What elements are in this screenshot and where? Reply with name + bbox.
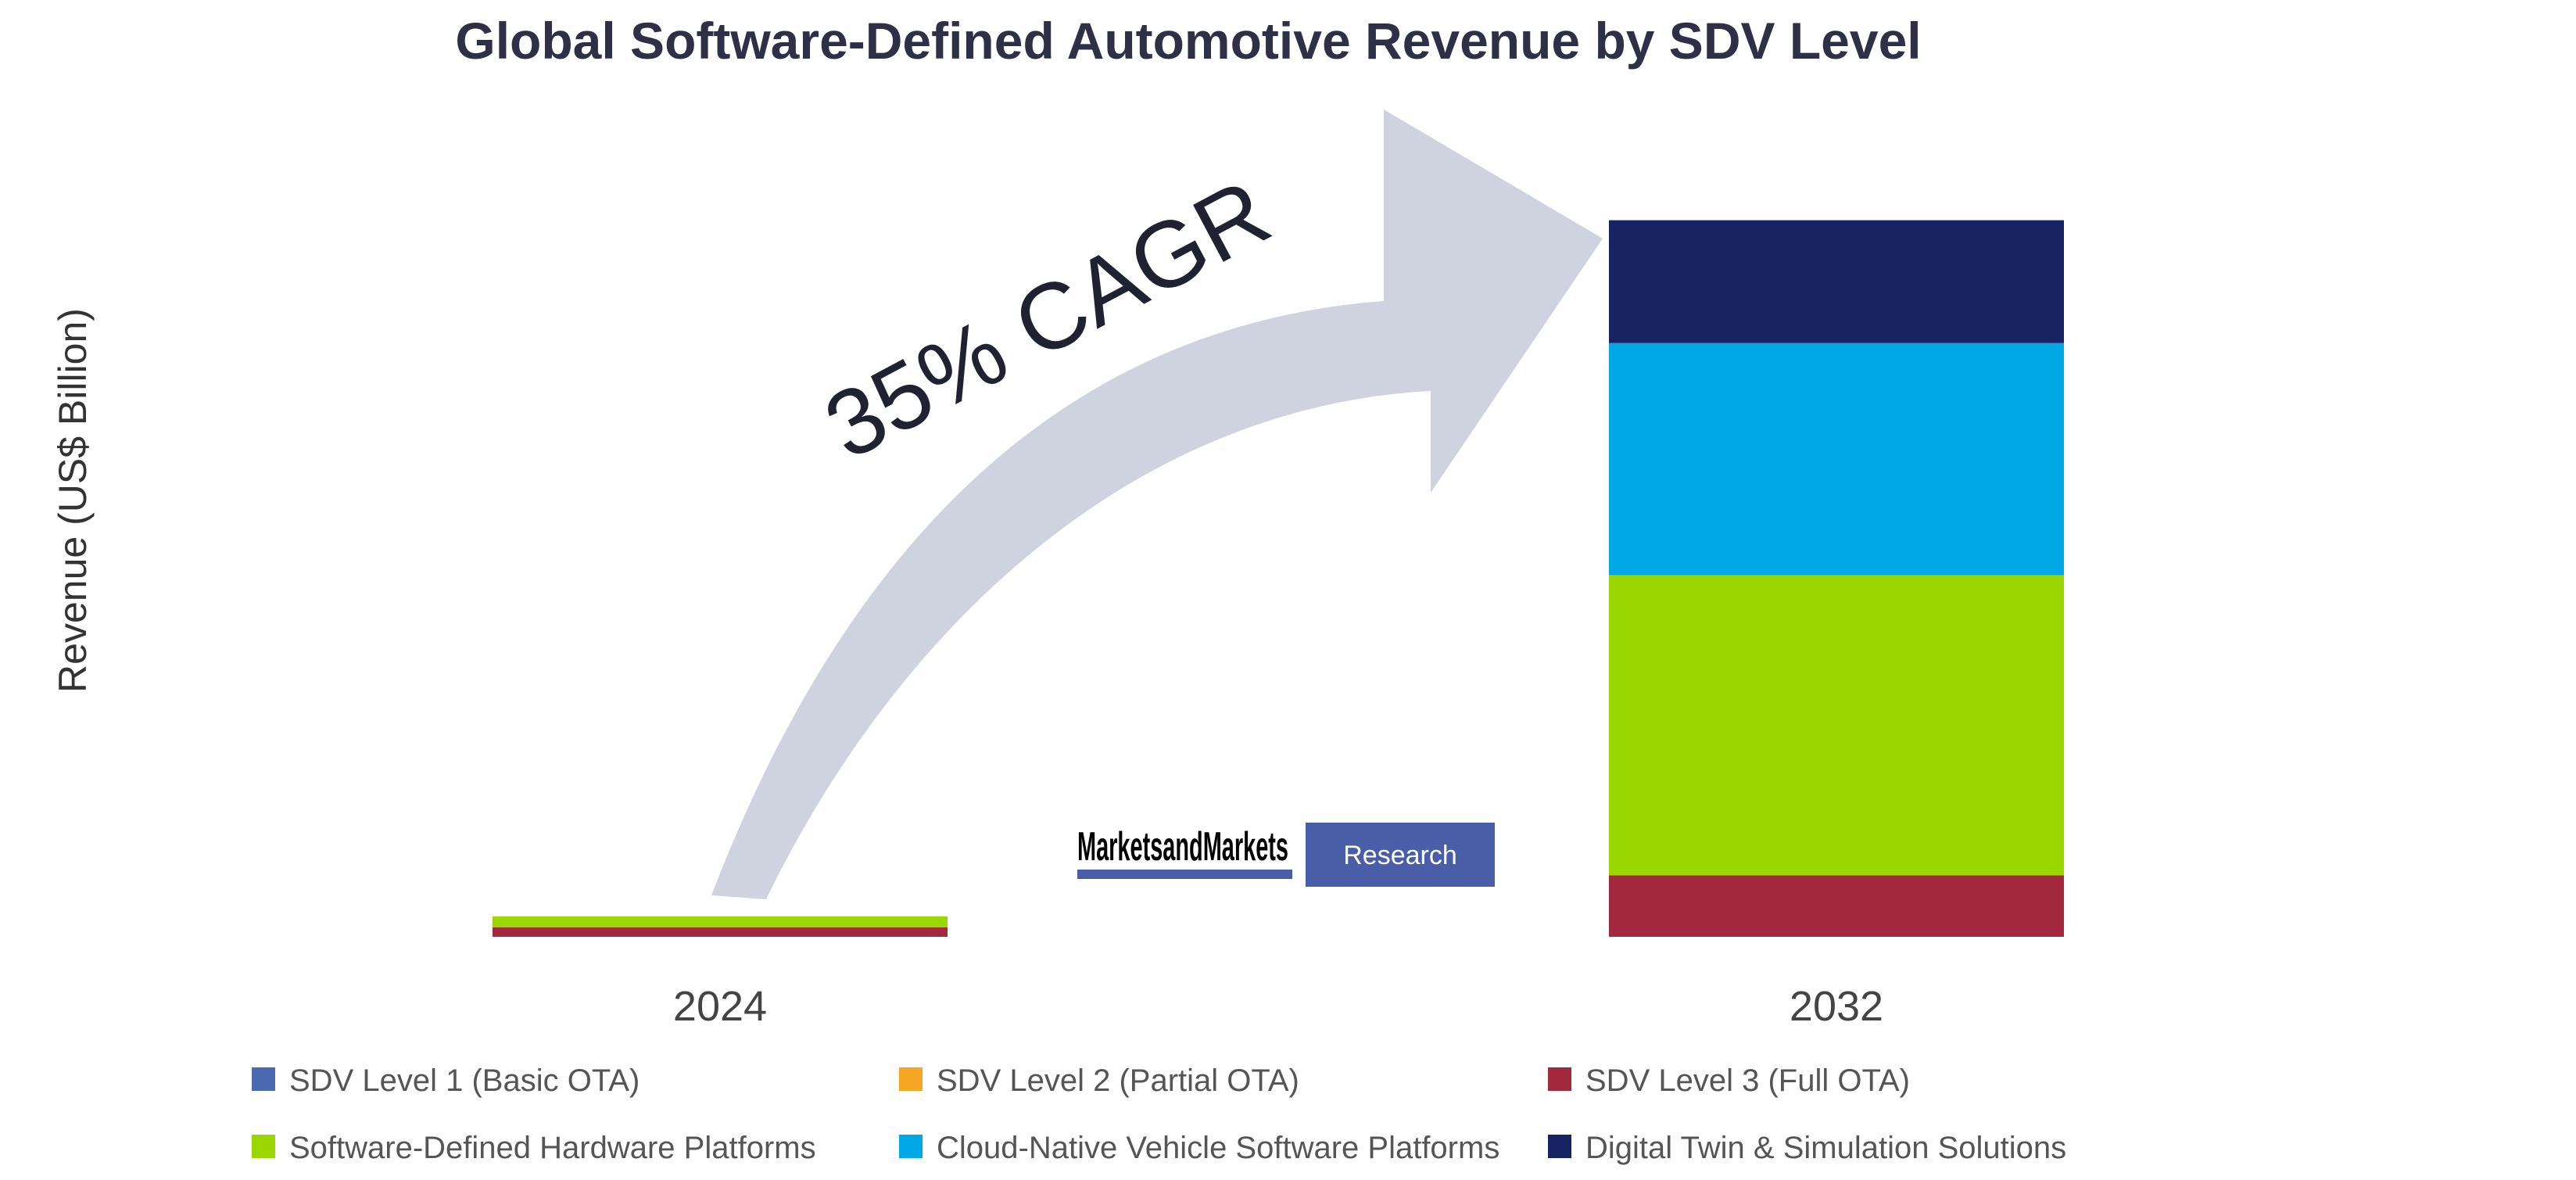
legend-label: SDV Level 3 (Full OTA) <box>1585 1063 1910 1098</box>
legend: SDV Level 1 (Basic OTA) SDV Level 2 (Part… <box>252 1063 2066 1165</box>
legend-swatch <box>899 1135 923 1158</box>
chart-title: Global Software-Defined Automotive Reven… <box>455 12 1921 70</box>
x-tick-label: 2032 <box>1790 983 1883 1030</box>
brand-underline <box>1077 870 1292 879</box>
legend-swatch <box>899 1067 923 1091</box>
growth-arrow <box>711 109 1603 899</box>
x-tick-label: 2024 <box>673 983 767 1030</box>
bar-segment-2032-5 <box>1609 343 2064 576</box>
legend-swatch <box>1548 1067 1571 1091</box>
legend-label: Cloud-Native Vehicle Software Platforms <box>937 1131 1499 1165</box>
y-axis-label: Revenue (US$ Billion) <box>51 308 95 693</box>
legend-label: SDV Level 1 (Basic OTA) <box>289 1063 640 1098</box>
legend-label: Software-Defined Hardware Platforms <box>289 1131 816 1165</box>
legend-swatch <box>252 1067 275 1091</box>
bar-segment-2032-3 <box>1609 875 2064 937</box>
bar-segment-2024-3 <box>493 927 948 937</box>
brand-research-button <box>1306 823 1495 887</box>
bar-group <box>493 220 2064 937</box>
legend-swatch <box>252 1135 275 1158</box>
legend-swatch <box>1548 1135 1571 1158</box>
legend-label: Digital Twin & Simulation Solutions <box>1585 1131 2066 1165</box>
brand-logo: MarketsandMarkets Research <box>1077 823 1495 887</box>
brand-name: MarketsandMarkets <box>1077 824 1288 870</box>
bar-segment-2032-4 <box>1609 575 2064 876</box>
legend-label: SDV Level 2 (Partial OTA) <box>937 1063 1299 1098</box>
brand-research-label: Research <box>1343 841 1457 870</box>
x-axis-ticks: 2024 2032 <box>673 983 1883 1030</box>
bar-segment-2024-4 <box>493 916 948 927</box>
bar-segment-2032-6 <box>1609 220 2064 343</box>
